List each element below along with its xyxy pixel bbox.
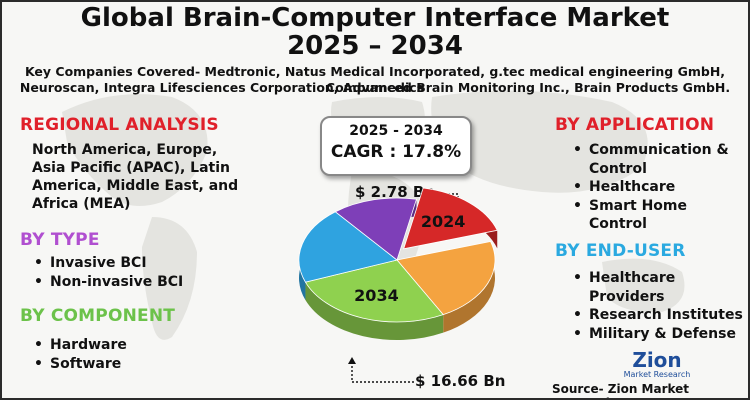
- type-list: Invasive BCI Non-invasive BCI: [32, 254, 183, 291]
- logo-subtext: Market Research: [623, 370, 691, 379]
- page-subtitle-years: 2025 – 2034: [287, 31, 463, 61]
- pie-slice: [396, 241, 496, 316]
- cagr-value: CAGR : 17.8%: [330, 142, 462, 162]
- value-2034-label: $ 16.66 Bn: [415, 372, 506, 390]
- list-item: Military & Defense: [571, 325, 748, 344]
- source-text: Source- Zion Market Research: [552, 382, 690, 398]
- regional-line: North America, Europe,: [32, 142, 218, 158]
- type-heading: BY TYPE: [20, 230, 100, 250]
- list-item: Smart Home Control: [571, 197, 748, 234]
- companies-line-2: Neuroscan, Integra Lifesciences Corporat…: [19, 80, 731, 95]
- list-item-continuation: Control: [589, 160, 647, 177]
- list-item: Invasive BCI: [32, 254, 183, 273]
- pie-slice: [298, 211, 398, 283]
- end-user-list: Healthcare Providers Research Institutes…: [571, 269, 748, 343]
- companies-line-1: Key Companies Covered- Medtronic, Natus …: [24, 64, 726, 95]
- pie-slice-label: 2024: [421, 212, 466, 231]
- regional-heading: REGIONAL ANALYSIS: [20, 115, 219, 135]
- application-list: Communication & Control Healthcare Smart…: [571, 141, 748, 234]
- pie-slice: [403, 187, 498, 250]
- pie-chart: 2024 2034: [298, 187, 498, 340]
- arrow-2034: [348, 357, 414, 383]
- list-item: Non-invasive BCI: [32, 273, 183, 292]
- value-2024-label: $ 2.78 Bn: [355, 183, 436, 201]
- zion-logo: Zion Market Research: [622, 350, 692, 379]
- list-item: Communication &: [571, 141, 748, 160]
- regional-text: North America, Europe, Asia Pacific (APA…: [32, 141, 238, 213]
- list-item: Hardware: [32, 336, 127, 355]
- end-user-heading: BY END-USER: [555, 241, 686, 261]
- pie-slice-side: [305, 282, 444, 340]
- cagr-period: 2025 - 2034: [349, 123, 443, 139]
- list-item: Healthcare Providers: [571, 269, 748, 306]
- component-heading: BY COMPONENT: [20, 306, 176, 326]
- component-list: Hardware Software: [32, 336, 127, 373]
- list-item: Research Institutes: [571, 306, 748, 325]
- pie-slice-label: 2034: [354, 286, 399, 305]
- regional-line: Asia Pacific (APAC), Latin: [32, 160, 231, 176]
- regional-line: America, Middle East, and: [32, 178, 239, 194]
- logo-wordmark: Zion: [632, 348, 682, 372]
- pie-slice: [304, 259, 444, 323]
- list-item: Software: [32, 355, 127, 374]
- pie-slice: [334, 197, 417, 261]
- list-item: Healthcare: [571, 178, 748, 197]
- cagr-box: 2025 - 2034 CAGR : 17.8%: [320, 116, 472, 176]
- application-heading: BY APPLICATION: [555, 115, 715, 135]
- regional-line: Africa (MEA): [32, 196, 131, 212]
- page-title: Global Brain-Computer Interface Market: [80, 3, 670, 33]
